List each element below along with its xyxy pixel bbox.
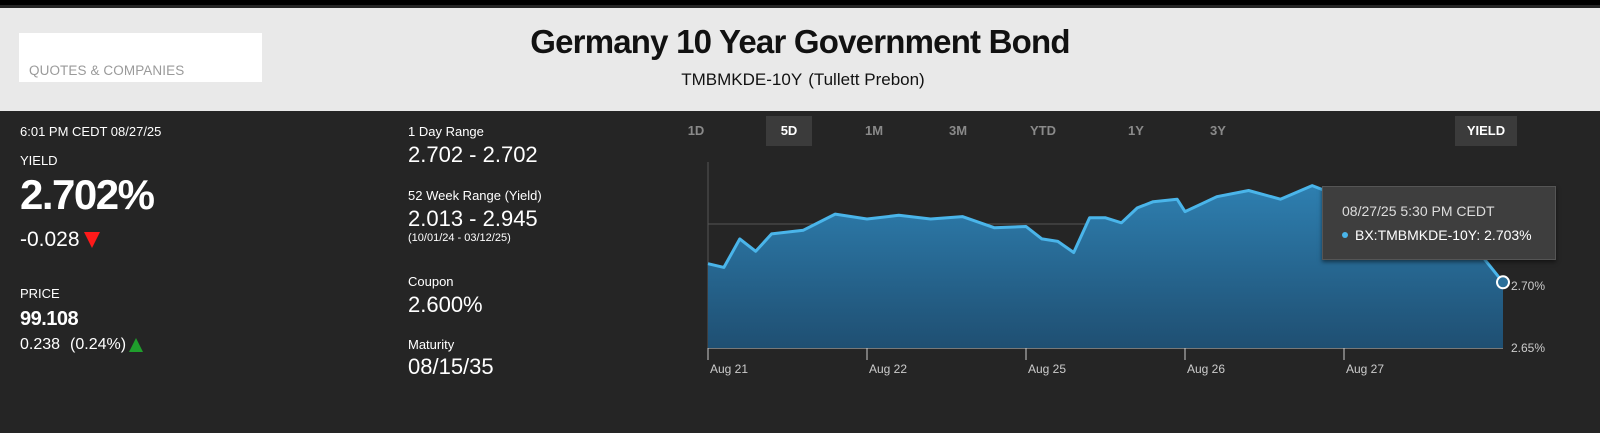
maturity-label: Maturity — [408, 337, 455, 352]
header: QUOTES & COMPANIES Germany 10 Year Gover… — [0, 8, 1600, 111]
x-tick-label: Aug 26 — [1187, 362, 1225, 376]
tab-3y[interactable]: 3Y — [1210, 123, 1226, 138]
quote-summary: 6:01 PM CEDT 08/27/25 YIELD 2.702% -0.02… — [20, 124, 350, 353]
series-dot-icon — [1342, 232, 1348, 238]
y-tick-label: 2.70% — [1511, 279, 1545, 293]
yield-change-value: -0.028 — [20, 228, 80, 251]
price-change-value: 0.238 — [20, 336, 61, 353]
yield-value: 2.702% — [20, 171, 155, 218]
tab-3m[interactable]: 3M — [948, 123, 968, 138]
x-tick-label: Aug 27 — [1346, 362, 1384, 376]
tooltip-series: BX:TMBMKDE-10Y: 2.703% — [1342, 227, 1532, 243]
x-tick-label: Aug 22 — [869, 362, 907, 376]
hover-marker — [1496, 275, 1510, 290]
page-subtitle: TMBMKDE-10Y (Tullett Prebon) — [0, 70, 1600, 90]
day-range-value: 2.702 - 2.702 — [408, 142, 538, 167]
maturity-value: 08/15/35 — [408, 354, 494, 379]
chart-tooltip: 08/27/25 5:30 PM CEDT BX:TMBMKDE-10Y: 2.… — [1322, 186, 1556, 260]
tooltip-date: 08/27/25 5:30 PM CEDT — [1342, 203, 1495, 219]
price-label: PRICE — [20, 286, 60, 301]
yield-toggle-button[interactable]: YIELD — [1455, 116, 1517, 146]
week52-range-value: 2.013 - 2.945 — [408, 206, 538, 231]
quotes-search[interactable]: QUOTES & COMPANIES — [19, 33, 262, 82]
tab-5d[interactable]: 5D — [766, 116, 812, 146]
tooltip-series-value: BX:TMBMKDE-10Y: 2.703% — [1355, 227, 1532, 243]
coupon-label: Coupon — [408, 274, 454, 289]
up-arrow-icon — [129, 338, 144, 352]
x-tick-label: Aug 21 — [710, 362, 748, 376]
page-title: Germany 10 Year Government Bond — [530, 23, 1070, 60]
week52-range-dates: (10/01/24 - 03/12/25) — [408, 232, 511, 244]
day-range-label: 1 Day Range — [408, 124, 484, 139]
tab-1y[interactable]: 1Y — [1128, 123, 1144, 138]
price-change-pct: (0.24%) — [70, 336, 127, 353]
price-value: 99.108 — [20, 308, 79, 330]
data-source: (Tullett Prebon) — [808, 70, 925, 89]
search-label: QUOTES & COMPANIES — [29, 63, 185, 78]
down-arrow-icon — [83, 232, 100, 248]
tab-1m[interactable]: 1M — [864, 123, 884, 138]
top-border — [0, 0, 1600, 5]
y-tick-label: 2.65% — [1511, 341, 1545, 355]
tab-ytd[interactable]: YTD — [1030, 123, 1056, 138]
tab-1d[interactable]: 1D — [687, 123, 705, 138]
yield-change: -0.028 — [20, 228, 100, 252]
yield-label: YIELD — [20, 153, 58, 168]
coupon-value: 2.600% — [408, 292, 483, 317]
timestamp: 6:01 PM CEDT 08/27/25 — [20, 124, 162, 139]
ticker: TMBMKDE-10Y — [681, 70, 803, 89]
x-axis: Aug 21 Aug 22 Aug 25 Aug 26 Aug 27 — [707, 348, 1384, 376]
x-tick-label: Aug 25 — [1028, 362, 1066, 376]
week52-range-label: 52 Week Range (Yield) — [408, 188, 542, 203]
price-change: 0.238 (0.24%) — [20, 336, 144, 354]
yield-area — [708, 185, 1503, 348]
